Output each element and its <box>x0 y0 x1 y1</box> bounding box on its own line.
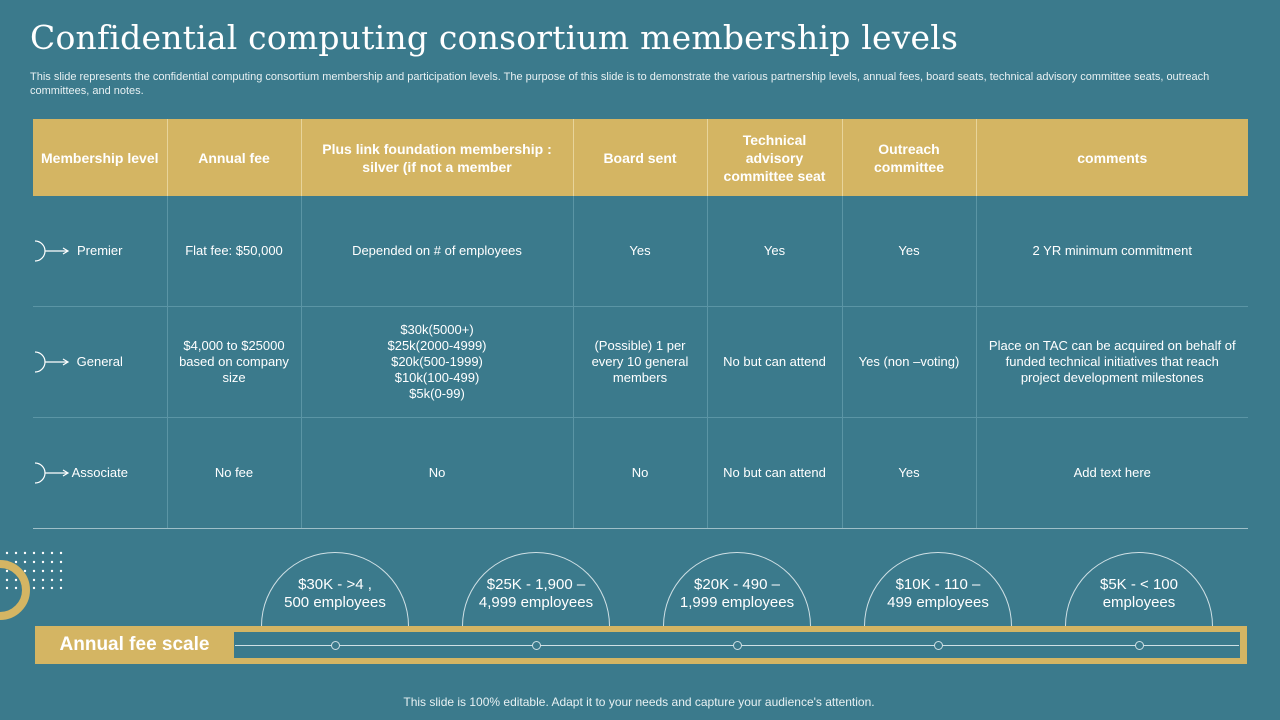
fee-scale-line: $10K - 110 – <box>895 576 981 593</box>
page-subtitle: This slide represents the confidential c… <box>30 71 1210 97</box>
level-cell: Associate <box>33 417 168 529</box>
fee-cell: $4,000 to $25000 based on company size <box>167 306 302 418</box>
board-cell: No <box>573 417 708 529</box>
header-membership-level: Membership level <box>33 119 168 196</box>
fee-scale-marker <box>733 641 742 650</box>
fee-scale-label: Annual fee scale <box>59 634 210 655</box>
comments-cell: 2 YR minimum commitment <box>976 196 1248 307</box>
fee-scale-line: $25K - 1,900 – <box>486 576 586 593</box>
arrow-right-icon <box>34 351 70 373</box>
header-tac-seat: Technical advisory committee seat <box>707 119 843 196</box>
fee-scale-item: $20K - 490 – 1,999 employees <box>647 576 827 612</box>
foundation-line: Depended on # of employees <box>352 243 522 258</box>
membership-table: Membership level Annual fee Plus link fo… <box>33 119 1248 529</box>
outreach-cell: Yes (non –voting) <box>842 306 977 418</box>
comments-cell: Add text here <box>976 417 1248 529</box>
foundation-line: $10k(100-499) <box>394 370 480 385</box>
tac-cell: Yes <box>707 196 843 307</box>
header-board-sent: Board sent <box>573 119 708 196</box>
fee-scale-line: 1,999 employees <box>679 594 795 611</box>
fee-scale-line: employees <box>1102 594 1176 611</box>
fee-scale-line: $5K - < 100 <box>1100 576 1178 593</box>
foundation-line: $30k(5000+) <box>400 322 474 337</box>
foundation-cell: Depended on # of employees <box>301 196 574 307</box>
fee-scale-line: $30K - >4 , <box>298 576 372 593</box>
table-row: General $4,000 to $25000 based on compan… <box>33 306 1248 418</box>
fee-scale-line: $20K - 490 – <box>694 576 780 593</box>
board-cell: (Possible) 1 per every 10 general member… <box>573 306 708 418</box>
foundation-cell: $30k(5000+) $25k(2000-4999) $20k(500-199… <box>301 306 574 418</box>
level-label: Premier <box>76 243 123 258</box>
arrow-right-icon <box>34 462 70 484</box>
foundation-line: $5k(0-99) <box>409 386 465 401</box>
comments-cell: Place on TAC can be acquired on behalf o… <box>976 306 1248 418</box>
fee-scale-marker <box>934 641 943 650</box>
fee-scale-marker <box>1135 641 1144 650</box>
tac-cell: No but can attend <box>707 306 843 418</box>
fee-scale-line: 4,999 employees <box>478 594 594 611</box>
foundation-cell: No <box>301 417 574 529</box>
fee-scale-line: 500 employees <box>284 594 386 611</box>
fee-scale-item: $5K - < 100 employees <box>1049 576 1229 612</box>
fee-scale-item: $25K - 1,900 – 4,999 employees <box>446 576 626 612</box>
fee-scale-line: 499 employees <box>887 594 989 611</box>
header-annual-fee: Annual fee <box>167 119 302 196</box>
tac-cell: No but can attend <box>707 417 843 529</box>
header-comments: comments <box>976 119 1248 196</box>
fee-scale-marker <box>331 641 340 650</box>
header-foundation-membership: Plus link foundation membership : silver… <box>301 119 574 196</box>
arrow-right-icon <box>34 240 70 262</box>
foundation-line: $25k(2000-4999) <box>387 338 487 353</box>
table-header-row: Membership level Annual fee Plus link fo… <box>33 119 1248 196</box>
header-outreach-committee: Outreach committee <box>842 119 977 196</box>
outreach-cell: Yes <box>842 417 977 529</box>
board-cell: Yes <box>573 196 708 307</box>
footer-note: This slide is 100% editable. Adapt it to… <box>403 695 875 709</box>
outreach-cell: Yes <box>842 196 977 307</box>
foundation-line: $20k(500-1999) <box>391 354 483 369</box>
fee-scale-item: $10K - 110 – 499 employees <box>848 576 1028 612</box>
foundation-line: No <box>428 465 446 480</box>
page-title: Confidential computing consortium member… <box>30 18 959 57</box>
level-label: Associate <box>71 465 128 480</box>
fee-cell: Flat fee: $50,000 <box>167 196 302 307</box>
fee-cell: No fee <box>167 417 302 529</box>
fee-scale-item: $30K - >4 , 500 employees <box>245 576 425 612</box>
table-row: Premier Flat fee: $50,000 Depended on # … <box>33 196 1248 307</box>
fee-scale-marker <box>532 641 541 650</box>
level-label: General <box>76 354 123 369</box>
level-cell: General <box>33 306 168 418</box>
level-cell: Premier <box>33 196 168 307</box>
table-row: Associate No fee No No No but can attend… <box>33 417 1248 529</box>
